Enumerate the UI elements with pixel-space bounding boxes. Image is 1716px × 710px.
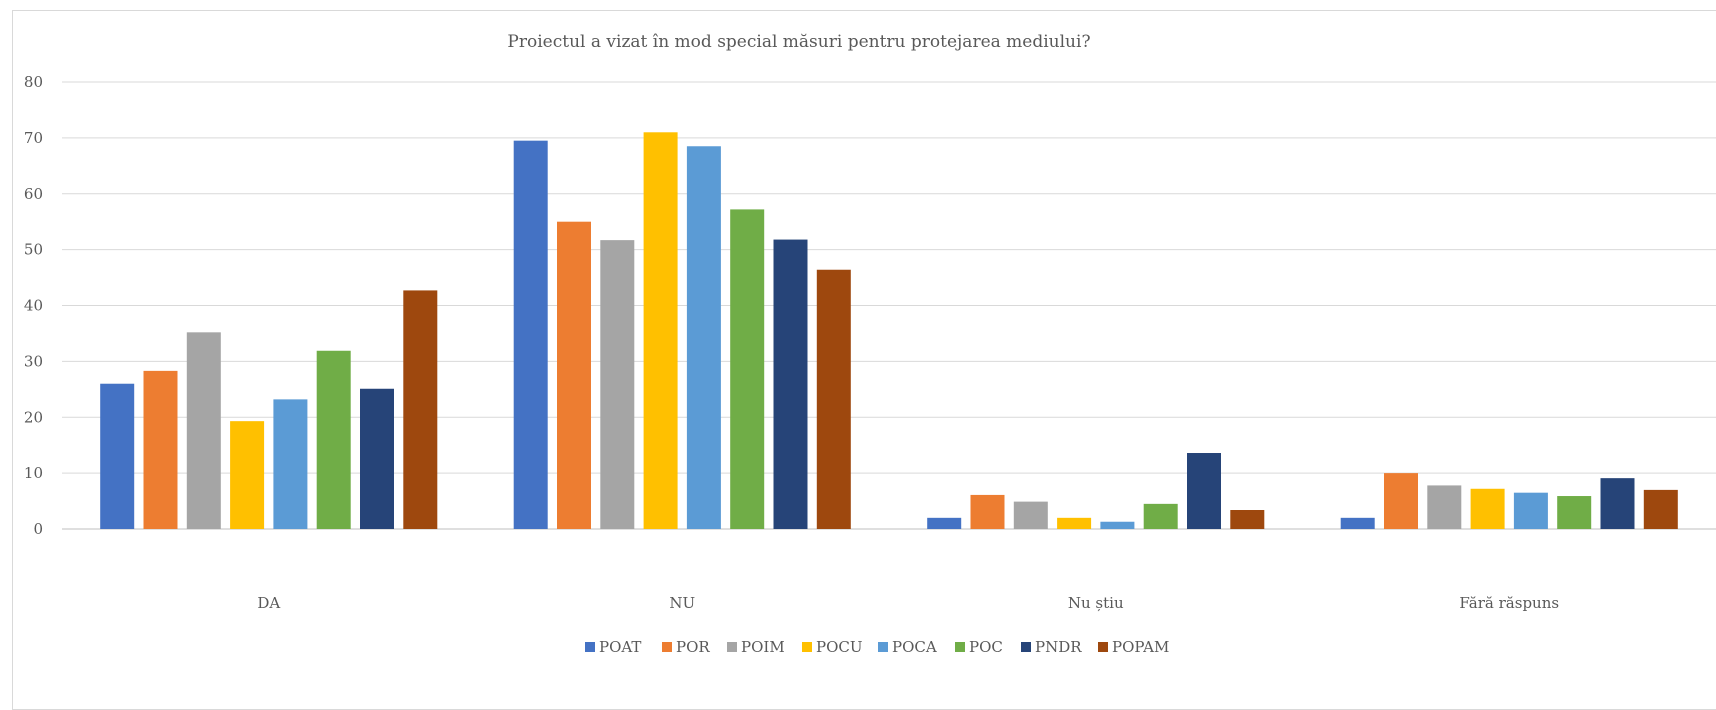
x-axis-categories: DA NU Nu știu Fără răspuns [257,594,1559,612]
legend: POAT POR POIM POCU POCA POC PNDR POPAM [585,638,1169,656]
legend-swatch-por [662,642,672,652]
y-tick-label: 40 [24,297,43,315]
bar-poat-2 [513,140,548,529]
legend-label-por: POR [676,638,710,656]
bar-popam-3 [1230,510,1265,529]
bar-poim-2 [600,240,635,529]
legend-label-popam: POPAM [1112,638,1169,656]
gridlines [62,81,1716,530]
legend-swatch-poim [727,642,737,652]
bar-pocu-2 [643,132,678,529]
bar-poim-1 [186,332,221,529]
y-tick-label: 10 [24,464,43,482]
y-tick-label: 50 [24,241,43,259]
bar-pndr-2 [773,239,808,529]
category-label: Nu știu [1068,594,1124,612]
y-tick-label: 20 [24,408,43,426]
bar-poc-4 [1557,496,1592,529]
legend-label-pndr: PNDR [1035,638,1082,656]
bar-popam-4 [1643,489,1678,529]
bar-pndr-4 [1600,478,1635,529]
bar-pndr-3 [1187,453,1221,529]
y-tick-label: 60 [24,185,43,203]
bar-chart: Proiectul a vizat în mod special măsuri … [24,32,1716,656]
bar-poim-3 [1013,501,1048,529]
bar-popam-2 [816,269,851,529]
bar-por-3 [970,494,1005,529]
legend-swatch-poc [955,642,965,652]
legend-swatch-poat [585,642,595,652]
bar-poc-3 [1143,503,1178,529]
y-tick-label: 80 [24,73,43,91]
bar-poat-3 [927,517,962,529]
bar-poca-2 [686,146,721,529]
bars [100,132,1678,529]
bar-pocu-1 [230,421,265,529]
legend-label-pocu: POCU [816,638,863,656]
bar-poca-4 [1513,492,1548,529]
legend-label-poat: POAT [599,638,641,656]
bar-pocu-3 [1057,517,1092,529]
category-label: NU [669,594,695,612]
bar-poca-3 [1100,521,1135,529]
bar-poim-4 [1427,485,1462,529]
y-tick-label: 70 [24,129,43,147]
legend-swatch-pocu [802,642,812,652]
bar-poat-1 [100,383,135,529]
bar-poc-1 [316,350,351,529]
bar-pndr-1 [360,388,394,529]
legend-label-poc: POC [969,638,1003,656]
category-label: Fără răspuns [1459,594,1559,612]
bar-por-2 [557,221,591,529]
legend-label-poim: POIM [741,638,785,656]
bar-pocu-4 [1470,488,1505,529]
y-tick-label: 0 [33,520,43,538]
legend-swatch-poca [878,642,888,652]
y-axis-ticks: 0 10 20 30 40 50 60 70 80 [24,73,43,538]
bar-por-1 [143,370,178,529]
y-tick-label: 30 [24,352,43,370]
bar-poat-4 [1340,517,1375,529]
legend-label-poca: POCA [892,638,937,656]
bar-por-4 [1384,473,1418,529]
bar-poca-1 [273,399,308,529]
legend-swatch-pndr [1021,642,1031,652]
chart-frame [12,10,1716,710]
category-label: DA [257,594,280,612]
bar-popam-1 [403,290,438,529]
bar-poc-2 [730,209,765,529]
chart-title: Proiectul a vizat în mod special măsuri … [507,32,1090,52]
legend-swatch-popam [1098,642,1108,652]
